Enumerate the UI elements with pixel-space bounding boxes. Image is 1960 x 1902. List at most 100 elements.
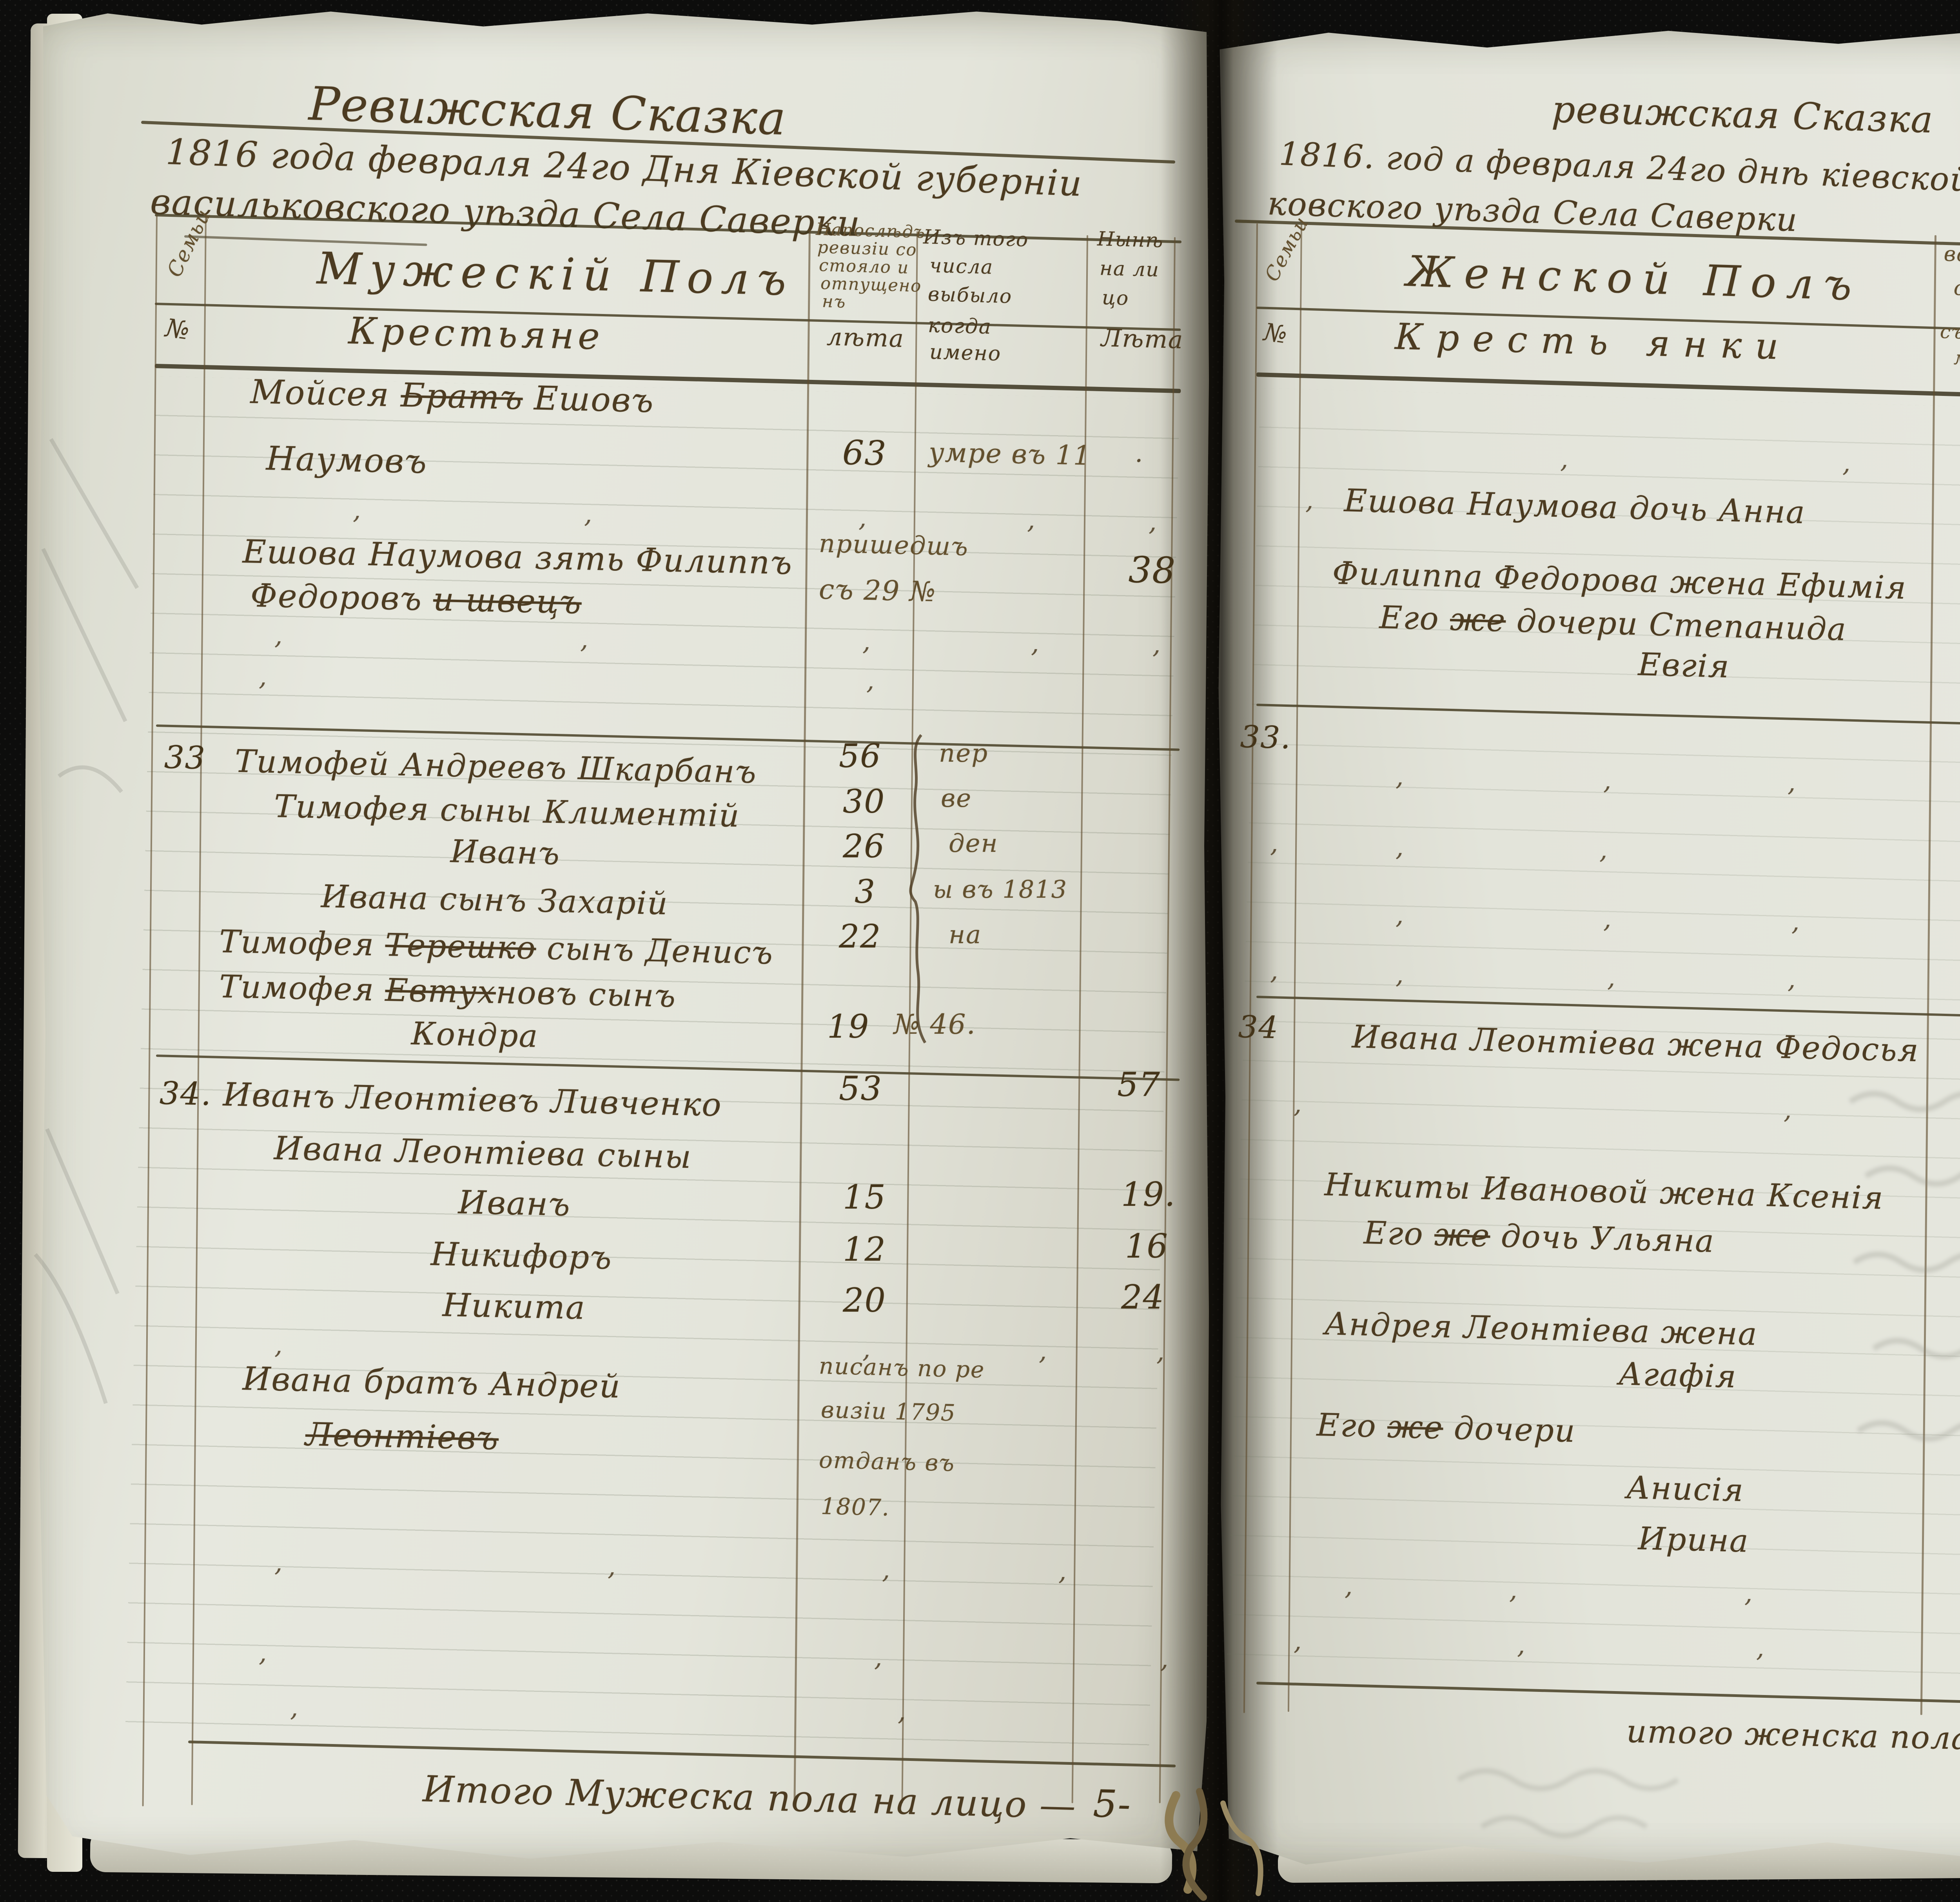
left-number-label: № (163, 314, 192, 346)
left-col-revision-5: нъ (822, 292, 846, 312)
note: 1807. (820, 1493, 890, 1521)
name-part-struck: же (1434, 1216, 1491, 1254)
name-part: сынъ Денисъ (535, 929, 774, 971)
family-number: 34. (159, 1075, 212, 1113)
ditto-mark: , (1031, 629, 1040, 658)
age-last-revision: 56 (839, 738, 882, 775)
left-col-departed-2: числа (929, 254, 994, 279)
left-col-departed-3: выбыло (927, 283, 1013, 308)
ditto-mark: , (1294, 1627, 1303, 1656)
ditto-mark: , (874, 1643, 883, 1672)
ditto-mark: , (274, 621, 283, 650)
name-part-struck: Братъ (400, 376, 523, 417)
ditto-mark: , (862, 627, 871, 656)
left-col-revision-sub: лѣта (826, 322, 905, 353)
pencil-scribble (34, 1128, 120, 1404)
ditto-mark: , (1791, 907, 1800, 936)
ditto-mark: , (1345, 1572, 1354, 1601)
ditto-mark: , (858, 504, 867, 533)
ditto-mark: , (1744, 1579, 1753, 1608)
right-col-absent-2: отлучки (1953, 276, 1960, 303)
note: пришедшъ (818, 529, 969, 562)
ditto-mark: , (1396, 762, 1405, 791)
left-col-departed-sub2: имено (929, 340, 1002, 366)
ditto-mark: , (259, 662, 268, 691)
age-last-revision: 26 (843, 828, 886, 865)
left-col-present-3: цо (1102, 286, 1129, 310)
entry-name: Ирина (1637, 1520, 1749, 1559)
ditto-mark: , (274, 1548, 283, 1577)
name-part: дочери (1443, 1409, 1576, 1450)
name-part-struck: Евтух (385, 971, 496, 1011)
ditto-mark: , (1788, 965, 1797, 994)
note: отданъ въ (818, 1446, 955, 1477)
ditto-mark: , (1603, 905, 1612, 934)
age-last-revision: 12 (843, 1230, 886, 1269)
ditto-mark: , (1517, 1631, 1526, 1660)
right-col-absent-sub2: мени (1953, 347, 1960, 371)
ditto-mark: , (1039, 1337, 1048, 1366)
age-now: 16 (1125, 1227, 1169, 1265)
ditto-mark: , (1784, 1096, 1793, 1125)
left-col-present-sub: Лѣта (1101, 323, 1184, 354)
entry-name: Иванъ (450, 833, 561, 872)
departed-note: пер (939, 739, 989, 768)
age-now: 38 (1128, 549, 1177, 592)
ditto-mark: , (274, 1331, 283, 1360)
age-now: 19. (1121, 1175, 1176, 1214)
name-part: Мойсея (250, 372, 401, 414)
left-page (38, 11, 1209, 1859)
name-part: Ешовъ (522, 378, 655, 420)
name-part: дочь Ульяна (1490, 1217, 1715, 1260)
ditto-mark: , (608, 1552, 617, 1581)
ditto-mark: , (866, 666, 875, 695)
entry-name: Кондра (411, 1015, 539, 1054)
right-number-label: № (1262, 318, 1290, 349)
note: съ 29 № (818, 573, 937, 608)
right-page (1218, 27, 1960, 1865)
left-col-present-1: Нынѣ (1097, 227, 1164, 252)
name-part: Федоровъ (250, 577, 434, 618)
ditto-mark: , (259, 1639, 268, 1668)
bleedthrough-patch (1457, 1768, 1679, 1838)
name-part-struck: Терешко (385, 926, 537, 966)
entry-name: Никифоръ (430, 1236, 613, 1277)
age-last-revision: 20 (843, 1281, 886, 1319)
entry-name: Наумовъ (265, 439, 428, 481)
age-last-revision: 22 (839, 918, 882, 955)
ditto-mark: , (1756, 1634, 1765, 1663)
ditto-mark: , (1396, 833, 1405, 862)
left-estate-label: Крестьяне (348, 310, 604, 358)
age-now: 24 (1121, 1278, 1165, 1316)
ditto-mark: , (1560, 445, 1569, 474)
family-number: 33. (1240, 719, 1292, 756)
binding-thread (1165, 1788, 1263, 1901)
left-col-present-2: на ли (1099, 257, 1160, 281)
family-number: 33 (164, 739, 206, 777)
bleedthrough-patch (1849, 1091, 1960, 1441)
ditto-mark: , (1270, 829, 1279, 858)
ditto-mark: , (1305, 486, 1314, 515)
age-last-revision: 3 (855, 873, 876, 911)
entry-name: Ивана братъ Андрей (242, 1360, 621, 1406)
entry-name: Федоровъ и швецъ (250, 577, 582, 621)
ditto-mark: , (1149, 508, 1158, 537)
group-brace (909, 734, 927, 1044)
ditto-mark: , (1156, 1338, 1165, 1367)
name-part: Его (1363, 1214, 1435, 1253)
name-part-struck: же (1387, 1408, 1444, 1446)
age-last-revision: 63 (842, 433, 887, 474)
ditto-mark: , (1152, 630, 1161, 659)
family-number: 34 (1238, 1009, 1279, 1046)
departed-note: ы въ 1813 (933, 875, 1068, 904)
age-last-revision: 30 (843, 783, 886, 820)
name-part: новъ сынъ (495, 974, 677, 1015)
left-col-departed-sub1: когда (927, 314, 992, 339)
departed-note: ве (941, 784, 972, 813)
ditto-mark: , (1294, 1090, 1303, 1119)
age-last-revision: 53 (839, 1069, 882, 1108)
entry-name: Евгія (1637, 646, 1730, 685)
left-col-departed-1: Изъ того (923, 225, 1029, 251)
name-part: Его (1316, 1407, 1388, 1445)
